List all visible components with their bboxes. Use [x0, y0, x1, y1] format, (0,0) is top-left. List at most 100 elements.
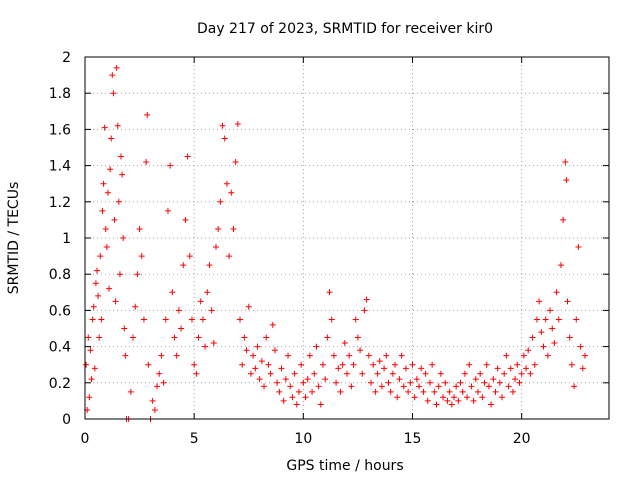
data-point	[424, 397, 431, 404]
data-point	[243, 347, 250, 354]
data-point	[470, 397, 477, 404]
data-point	[311, 370, 318, 377]
data-point	[102, 225, 109, 232]
data-point	[501, 370, 508, 377]
data-point	[136, 225, 143, 232]
data-point	[313, 343, 320, 350]
data-point	[208, 307, 215, 314]
data-point	[328, 316, 335, 323]
data-point	[435, 383, 442, 390]
data-point	[453, 383, 460, 390]
data-point	[549, 325, 556, 332]
data-point	[363, 296, 370, 303]
data-point	[287, 383, 294, 390]
data-point	[354, 334, 361, 341]
data-point	[309, 388, 316, 395]
data-point	[344, 370, 350, 377]
data-point	[368, 379, 375, 386]
data-point	[337, 388, 344, 395]
data-point	[348, 383, 355, 390]
data-point	[426, 379, 433, 386]
data-point	[531, 361, 538, 368]
data-point	[234, 120, 241, 127]
data-point	[479, 394, 486, 401]
data-point	[370, 361, 377, 368]
data-point	[158, 352, 165, 359]
data-point	[140, 316, 147, 323]
data-point	[291, 370, 298, 377]
x-tick-label: 10	[294, 431, 312, 447]
data-point	[317, 401, 324, 408]
data-point	[457, 379, 464, 386]
y-tick-label: 1.4	[49, 159, 71, 175]
data-point	[464, 394, 471, 401]
data-point	[167, 162, 174, 169]
data-point	[407, 379, 414, 386]
data-point	[431, 388, 438, 395]
data-point	[89, 316, 96, 323]
data-point	[335, 365, 342, 372]
data-point	[265, 361, 272, 368]
data-point	[523, 365, 530, 372]
data-point	[118, 153, 125, 160]
data-point	[239, 361, 246, 368]
data-point	[199, 316, 206, 323]
x-tick-label: 0	[81, 431, 90, 447]
data-point	[276, 388, 283, 395]
data-point	[378, 383, 385, 390]
data-point	[468, 383, 475, 390]
data-point	[88, 376, 95, 383]
data-point	[83, 361, 90, 368]
data-point	[448, 401, 455, 408]
data-point	[547, 307, 554, 314]
data-point	[416, 383, 423, 390]
y-tick-label: 0.2	[49, 376, 71, 392]
data-point	[127, 388, 134, 395]
data-point	[365, 352, 372, 359]
data-point	[178, 325, 185, 332]
data-point	[472, 376, 479, 383]
data-point	[100, 180, 107, 187]
data-point	[250, 352, 257, 359]
data-point	[193, 370, 200, 377]
data-point	[352, 316, 359, 323]
data-point	[442, 379, 449, 386]
data-point	[97, 253, 104, 260]
data-point	[557, 262, 564, 269]
data-point	[372, 388, 379, 395]
data-point	[232, 158, 239, 165]
data-point	[99, 207, 106, 214]
data-point	[444, 397, 451, 404]
data-point	[564, 298, 571, 305]
data-point	[173, 352, 180, 359]
plot-frame	[84, 56, 610, 420]
data-point	[575, 244, 582, 251]
data-point	[533, 316, 540, 323]
data-point	[98, 316, 105, 323]
data-point	[483, 361, 490, 368]
y-tick-label: 2	[62, 50, 71, 66]
data-point	[346, 352, 353, 359]
data-point	[258, 358, 265, 365]
data-point	[490, 376, 497, 383]
y-tick-label: 1.2	[49, 195, 71, 211]
data-point	[156, 370, 163, 377]
data-point	[304, 376, 311, 383]
data-point	[237, 316, 244, 323]
data-point	[271, 347, 278, 354]
data-point	[413, 376, 420, 383]
data-point	[394, 394, 401, 401]
data-point	[494, 365, 501, 372]
data-point	[573, 316, 580, 323]
data-point	[116, 271, 123, 278]
data-point	[228, 189, 235, 196]
data-point	[389, 370, 396, 377]
data-point	[563, 177, 570, 184]
data-point	[106, 285, 113, 292]
data-point	[109, 72, 116, 79]
data-point	[138, 253, 145, 260]
data-point	[180, 262, 187, 269]
data-point	[86, 394, 93, 401]
data-point	[112, 298, 119, 305]
